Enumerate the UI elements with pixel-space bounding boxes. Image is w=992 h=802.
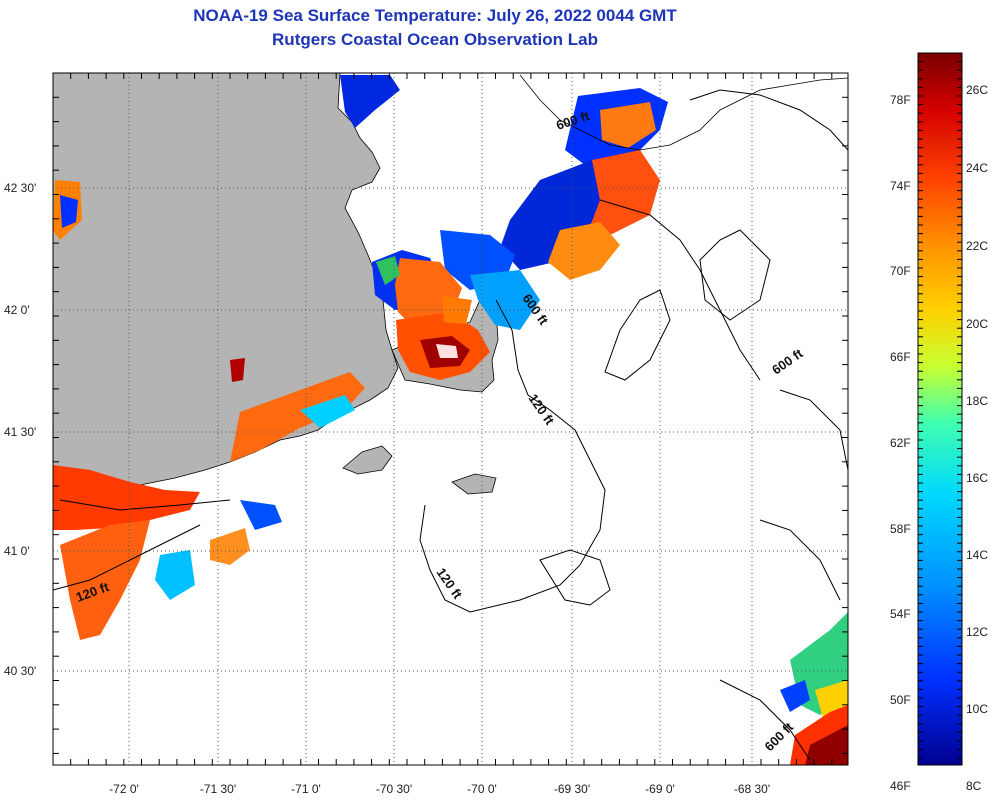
colorbar-c-label: 26C: [966, 83, 988, 97]
sst-data-gulf-stream: [780, 612, 848, 765]
colorbar-fahrenheit-labels: 78F 74F 70F 66F 62F 58F 54F 50F 46F: [890, 93, 911, 793]
colorbar-c-label: 12C: [966, 625, 988, 639]
colorbar-f-label: 62F: [890, 436, 911, 450]
colorbar: [917, 52, 963, 766]
lat-label: 42 30': [4, 181, 36, 195]
bathymetry-contours: [53, 89, 848, 761]
lon-label: -69 0': [645, 782, 675, 796]
sst-data-patches: [340, 75, 668, 380]
colorbar-c-label: 22C: [966, 239, 988, 253]
colorbar-f-label: 74F: [890, 179, 911, 193]
lon-label: -68 30': [734, 782, 770, 796]
colorbar-f-label: 54F: [890, 607, 911, 621]
marthas-vineyard-land: [342, 445, 393, 475]
coastline-north: [519, 74, 848, 151]
map-subtitle: Rutgers Coastal Ocean Observation Lab: [272, 30, 598, 49]
lon-label: -69 30': [554, 782, 590, 796]
colorbar-f-label: 78F: [890, 93, 911, 107]
longitude-axis-labels: -72 0' -71 30' -71 0' -70 30' -70 0' -69…: [109, 782, 770, 796]
map-title: NOAA-19 Sea Surface Temperature: July 26…: [193, 6, 677, 25]
colorbar-gradient: [917, 52, 963, 766]
colorbar-c-label: 24C: [966, 161, 988, 175]
latitude-axis-labels: 42 30' 42 0' 41 30' 41 0' 40 30': [4, 181, 36, 678]
sst-data-patches-south: [53, 180, 365, 640]
lon-label: -71 0': [291, 782, 321, 796]
lon-label: -70 30': [376, 782, 412, 796]
colorbar-f-label: 46F: [890, 779, 911, 793]
lat-label: 41 30': [4, 425, 36, 439]
colorbar-c-label: 14C: [966, 548, 988, 562]
nantucket-land: [451, 473, 497, 495]
colorbar-f-label: 58F: [890, 522, 911, 536]
colorbar-c-label: 10C: [966, 702, 988, 716]
lat-label: 40 30': [4, 664, 36, 678]
colorbar-c-label: 18C: [966, 394, 988, 408]
lon-label: -70 0': [467, 782, 497, 796]
map-frame: [52, 72, 849, 766]
colorbar-f-label: 70F: [890, 264, 911, 278]
lat-label: 41 0': [4, 544, 30, 558]
lon-label: -71 30': [200, 782, 236, 796]
colorbar-celsius-labels: 26C 24C 22C 20C 18C 16C 14C 12C 10C 8C: [966, 83, 988, 793]
colorbar-c-label: 20C: [966, 317, 988, 331]
colorbar-f-label: 50F: [890, 693, 911, 707]
graticule-grid: [53, 73, 848, 765]
lon-label: -72 0': [109, 782, 139, 796]
axis-ticks: [52, 72, 848, 765]
colorbar-f-label: 66F: [890, 350, 911, 364]
lat-label: 42 0': [4, 303, 30, 317]
map-area: [53, 73, 848, 765]
colorbar-c-label: 8C: [966, 779, 982, 793]
colorbar-c-label: 16C: [966, 471, 988, 485]
